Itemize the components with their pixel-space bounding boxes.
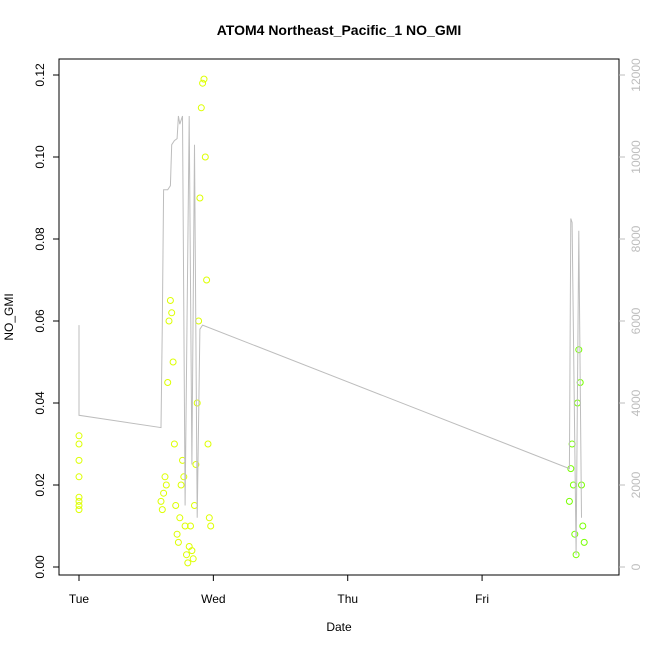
data-point-1-0	[565, 497, 573, 505]
y-tick-label: 0.04	[33, 391, 47, 415]
data-point-0-27	[183, 551, 190, 559]
data-point-1-7	[575, 346, 583, 354]
data-point-0-34	[192, 461, 200, 468]
data-point-0-44	[205, 514, 213, 522]
data-point-0-31	[188, 547, 196, 555]
data-point-0-9	[158, 506, 166, 514]
x-tick-label: Tue	[69, 592, 90, 606]
data-point-0-1	[75, 497, 83, 505]
data-point-0-21	[174, 538, 182, 546]
data-point-0-25	[180, 473, 188, 481]
data-point-0-18	[170, 440, 178, 448]
series-line-2	[78, 115, 582, 555]
data-point-0-39	[199, 79, 207, 87]
y-tick-label: 0.10	[33, 145, 47, 169]
y2-tick-label: 0	[629, 563, 643, 570]
y-tick-label: 0.08	[33, 227, 47, 251]
data-point-1-1	[567, 465, 575, 473]
y2-tick-label: 8000	[629, 225, 643, 252]
data-point-0-8	[157, 497, 165, 505]
data-point-0-16	[168, 309, 176, 317]
data-point-0-11	[161, 473, 169, 481]
data-point-0-5	[75, 456, 83, 464]
data-point-0-10	[160, 489, 168, 497]
data-point-0-7	[75, 432, 83, 440]
y-tick-label: 0.06	[33, 309, 47, 333]
plot-frame	[58, 58, 620, 576]
data-point-0-37	[196, 194, 204, 202]
x-axis: Tue Wed Thu Fri	[69, 575, 489, 606]
y-axis-label: NO_GMI	[2, 293, 16, 340]
y2-tick-label: 4000	[629, 389, 643, 416]
data-point-0-19	[172, 502, 180, 509]
data-point-0-3	[75, 506, 83, 514]
data-point-0-45	[207, 522, 215, 530]
data-point-0-38	[197, 104, 205, 112]
x-tick-label: Fri	[475, 592, 489, 606]
data-point-0-14	[165, 317, 173, 325]
x-tick-label: Thu	[337, 592, 358, 606]
y-tick-label: 0.00	[33, 555, 47, 579]
data-point-0-4	[75, 473, 83, 481]
data-point-0-41	[201, 153, 209, 161]
y2-tick-label: 10000	[629, 140, 643, 174]
data-point-0-26	[181, 522, 189, 530]
data-point-0-6	[75, 440, 83, 448]
data-point-0-0	[75, 502, 83, 509]
x-axis-label: Date	[326, 620, 352, 634]
data-point-0-32	[189, 555, 197, 563]
data-point-1-10	[579, 522, 587, 530]
y-tick-label: 0.12	[33, 63, 47, 87]
chart-title: ATOM4 Northeast_Pacific_1 NO_GMI	[217, 22, 462, 38]
data-point-0-2	[75, 493, 83, 501]
data-point-0-15	[166, 297, 174, 304]
y2-axis: 0 2000 4000 6000 8000 10000 12000	[619, 58, 643, 570]
x-tick-label: Wed	[201, 592, 225, 606]
data-point-0-35	[193, 399, 201, 407]
data-point-0-28	[184, 559, 192, 567]
data-point-0-43	[204, 440, 212, 448]
y2-tick-label: 12000	[629, 58, 643, 92]
data-point-0-13	[164, 379, 172, 386]
data-point-0-23	[177, 481, 185, 489]
data-point-0-30	[187, 522, 194, 530]
data-point-1-11	[580, 538, 588, 546]
data-point-0-17	[169, 358, 177, 366]
data-point-1-4	[571, 530, 579, 538]
data-point-0-12	[162, 481, 170, 489]
y-tick-label: 0.02	[33, 473, 47, 497]
y2-tick-label: 6000	[629, 307, 643, 334]
y-axis: 0.00 0.02 0.04 0.06 0.08 0.10 0.12	[33, 63, 59, 579]
y2-tick-label: 2000	[629, 471, 643, 498]
data-point-0-22	[176, 514, 184, 522]
data-point-0-20	[173, 530, 181, 538]
data-point-0-40	[200, 75, 208, 83]
data-point-0-42	[203, 276, 211, 284]
series-layer	[75, 75, 588, 567]
